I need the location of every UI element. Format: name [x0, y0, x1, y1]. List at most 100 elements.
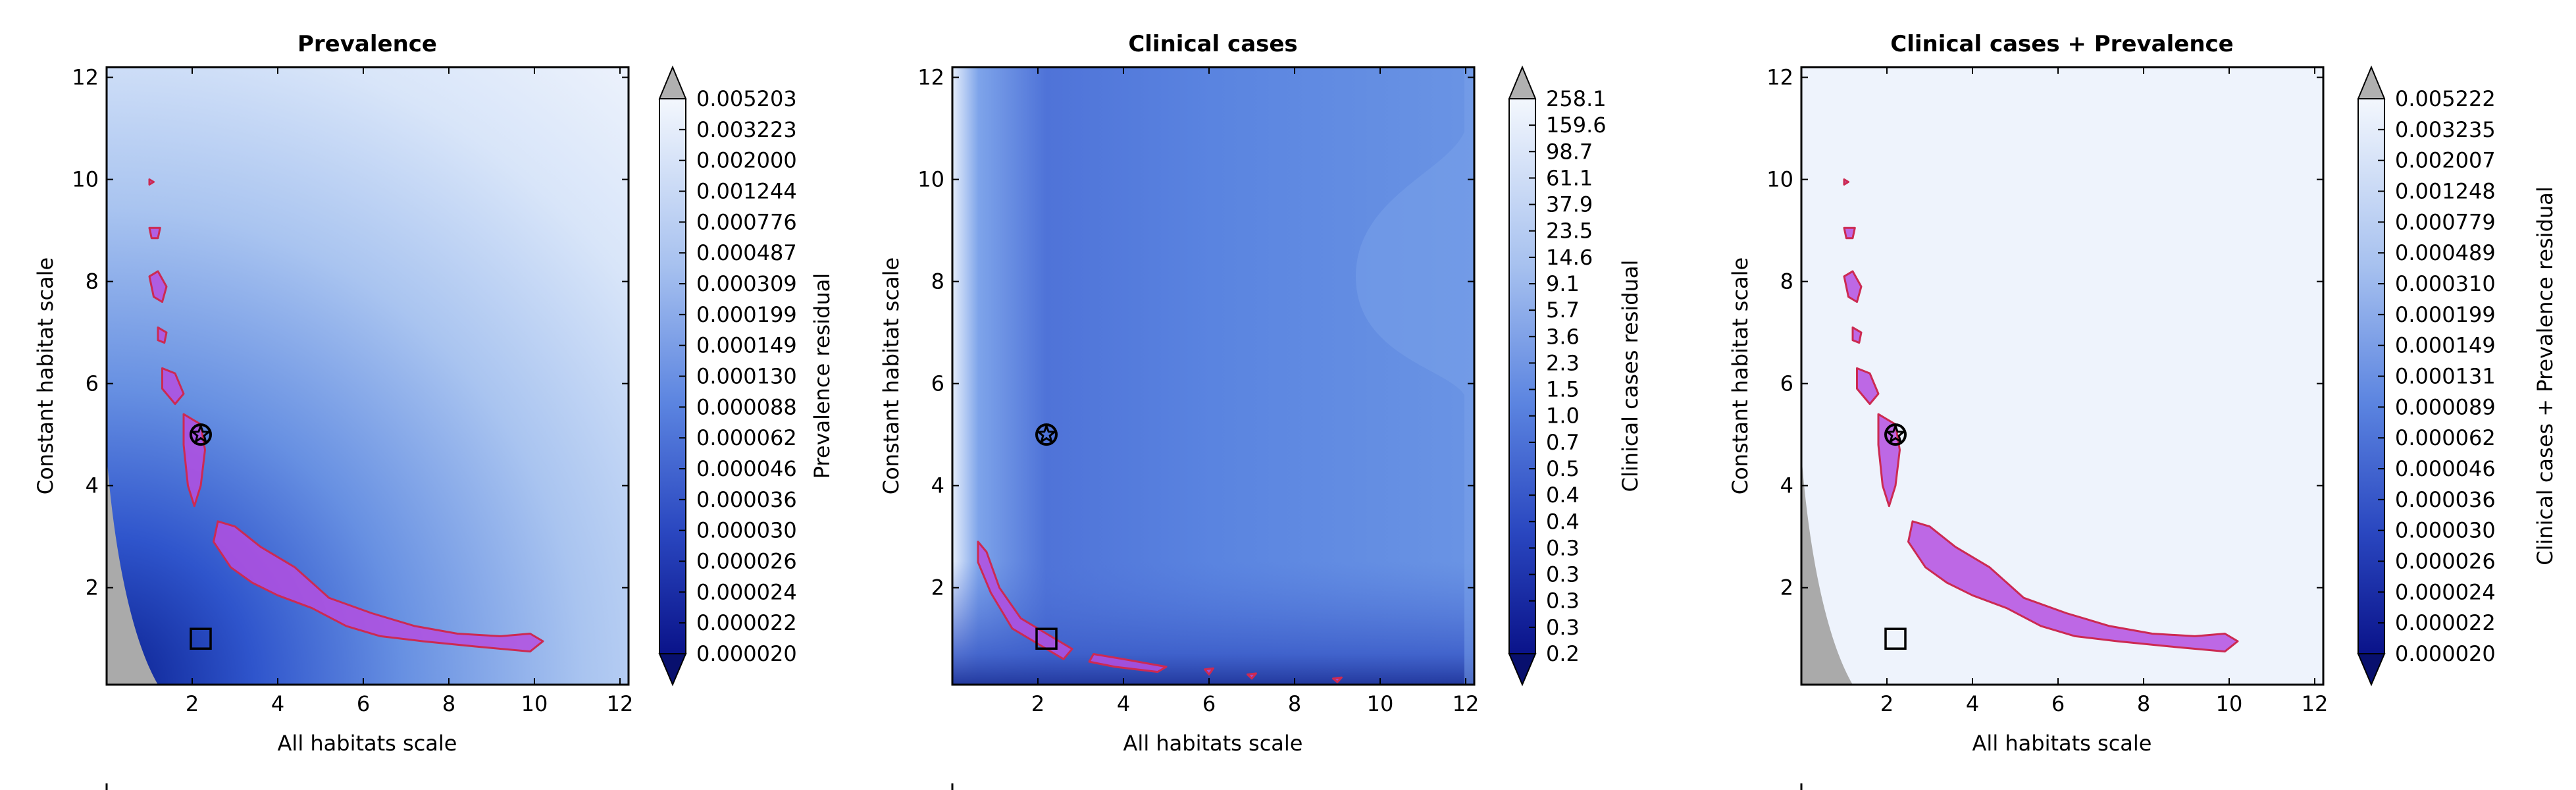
contour-field [1801, 67, 2323, 685]
x-tick-label: 10 [2216, 691, 2243, 716]
best-fit-region [1332, 676, 1343, 683]
colorbar-tick-label: 0.000130 [696, 364, 797, 389]
plot-frame [951, 66, 1476, 686]
y-tick-label: 10 [917, 167, 944, 192]
x-tick-label: 4 [1117, 691, 1130, 716]
colorbar-tick-label: 0.000022 [696, 610, 797, 635]
colorbar-extend-top [1508, 65, 1537, 99]
colorbar-tick-label: 0.000131 [2395, 364, 2496, 389]
colorbar-extend-top [658, 65, 687, 99]
colorbar-extend-top [2357, 65, 2386, 99]
colorbar-tick-label: 0.4 [1546, 483, 1580, 508]
x-axis-label: All habitats scale [1972, 731, 2152, 756]
y-tick-label: 4 [86, 473, 99, 498]
best-fit-region [1247, 672, 1257, 680]
colorbar: 0.005203 0.003223 0.002000 0.001244 0.000776… [658, 65, 835, 687]
best-fit-region [977, 540, 1073, 660]
colorbar-tick-label: 0.000089 [2395, 394, 2496, 419]
x-tick-label: 6 [357, 691, 370, 716]
colorbar-tick-label: 0.000149 [696, 333, 797, 358]
colorbar-tick-label: 0.3 [1546, 615, 1580, 640]
best-fit-region [213, 520, 544, 653]
y-axis-label: Constant habitat scale [1728, 257, 1753, 494]
contour-field [107, 67, 629, 685]
colorbar-label: Clinical cases + Prevalence residual [2533, 186, 2558, 565]
plot-area-combined [1801, 67, 2323, 685]
x-axis: 2 4 6 8 10 12 [1031, 67, 1480, 716]
colorbar-tick-label: 0.5 [1546, 456, 1580, 481]
colorbar-tick-label: 0.000026 [2395, 549, 2496, 574]
y-axis-label: Constant habitat scale [33, 257, 58, 494]
best-fit-region [1843, 270, 1863, 303]
colorbar-tick-label: 0.000779 [2395, 209, 2496, 234]
colorbar-ticks: 258.1159.698.761.137.923.514.69.15.73.62… [1529, 86, 1607, 666]
colorbar-tick-label: 1.5 [1546, 377, 1580, 402]
marker-group [1884, 423, 1907, 650]
x-tick-label: 2 [186, 691, 199, 716]
region-group [148, 178, 544, 653]
y-tick-label: 8 [1780, 269, 1793, 294]
colorbar-tick-label: 37.9 [1546, 192, 1593, 217]
region-group [1843, 178, 2239, 653]
colorbar-tick-label: 0.3 [1546, 562, 1580, 587]
x-tick-label: 4 [1966, 691, 1979, 716]
best-fit-region [148, 270, 168, 303]
y-tick-label: 4 [931, 473, 944, 498]
x-tick-label: 2 [1880, 691, 1893, 716]
x-tick-label: 4 [271, 691, 284, 716]
plot-area-clinical-cases [952, 67, 1474, 685]
y-tick-label: 2 [1780, 575, 1793, 600]
panel-combined: 2 4 6 8 10 12 2 4 6 8 10 12 Clinical cases + Preva… [1728, 31, 2558, 756]
x-tick-label: 12 [1453, 691, 1480, 716]
colorbar-tick-label: 0.000489 [2395, 240, 2496, 265]
y-tick-label: 10 [72, 167, 99, 192]
y-tick-label: 4 [1780, 473, 1793, 498]
marker-group [190, 423, 212, 650]
colorbar-tick-label: 5.7 [1546, 298, 1580, 323]
y-tick-label: 8 [86, 269, 99, 294]
colorbar-gradient [1508, 98, 1536, 654]
y-tick-label: 12 [72, 65, 99, 90]
colorbar-tick-label: 258.1 [1546, 86, 1607, 111]
colorbar-tick-label: 0.001244 [696, 179, 797, 204]
best-fit-region [157, 326, 168, 344]
y-tick-label: 2 [931, 575, 944, 600]
x-tick-label: 10 [1367, 691, 1394, 716]
colorbar-tick-label: 0.002007 [2395, 148, 2496, 173]
panel-clinical-cases: 2 4 6 8 10 12 2 4 6 8 10 12 Clinical cases All hab… [879, 31, 1643, 756]
best-fit-region [148, 178, 155, 186]
colorbar-tick-label: 23.5 [1546, 219, 1593, 244]
colorbar-tick-label: 61.1 [1546, 165, 1593, 190]
plot-area-prevalence [107, 67, 629, 685]
square-marker [1035, 627, 1058, 650]
colorbar-tick-label: 0.4 [1546, 509, 1580, 534]
y-tick-label: 6 [931, 371, 944, 396]
x-tick-label: 12 [2302, 691, 2329, 716]
star-marker [1035, 423, 1058, 444]
y-tick-label: 2 [86, 575, 99, 600]
colorbar-tick-label: 0.000309 [696, 271, 797, 296]
colorbar-label: Clinical cases residual [1618, 260, 1643, 492]
star-marker [190, 423, 212, 444]
colorbar-tick-label: 0.000022 [2395, 610, 2496, 635]
x-tick-label: 6 [1202, 691, 1216, 716]
y-axis: 2 4 6 8 10 12 [1766, 65, 2323, 600]
x-tick-label: 2 [1031, 691, 1044, 716]
x-tick-label: 8 [442, 691, 455, 716]
x-axis-label: All habitats scale [278, 731, 457, 756]
colorbar-tick-label: 98.7 [1546, 139, 1593, 164]
colorbar-ticks: 0.005222 0.003235 0.002007 0.001248 0.000779… [2378, 86, 2496, 666]
marker-group [1035, 423, 1058, 650]
colorbar-tick-label: 0.003223 [696, 117, 797, 142]
excluded-area [107, 454, 158, 685]
colorbar-tick-label: 0.000030 [696, 518, 797, 543]
x-tick-label: 12 [607, 691, 634, 716]
colorbar-tick-label: 0.005203 [696, 86, 797, 111]
colorbar-tick-label: 0.000020 [696, 641, 797, 666]
colorbar-tick-label: 0.001248 [2395, 179, 2496, 204]
colorbar-extend-bottom [1508, 653, 1537, 687]
y-tick-label: 6 [1780, 371, 1793, 396]
square-marker [190, 627, 212, 650]
y-tick-label: 10 [1766, 167, 1793, 192]
colorbar-tick-label: 0.000088 [696, 394, 797, 419]
